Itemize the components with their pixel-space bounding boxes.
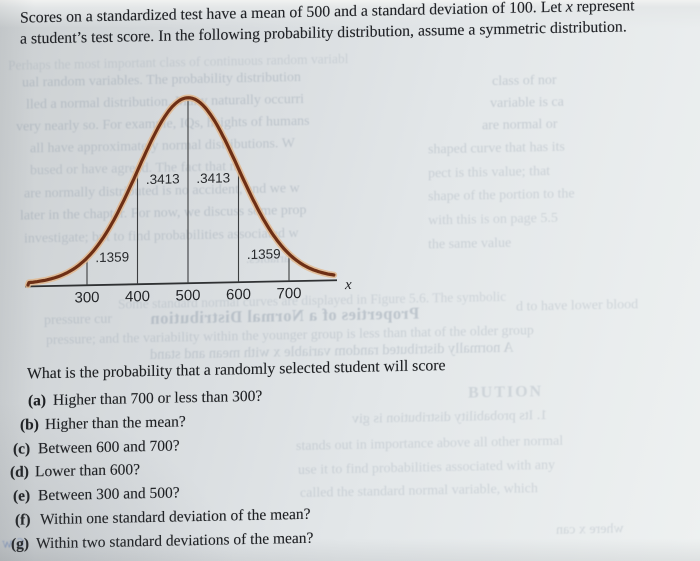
question-item-label: (a) — [28, 392, 47, 410]
question-item-text: Between 300 and 500? — [38, 484, 180, 505]
variable-x: x — [565, 0, 573, 16]
problem-line1-end: represent — [572, 0, 635, 16]
question-item-text: Higher than the mean? — [45, 413, 186, 433]
question-item-label: (f) — [15, 511, 31, 529]
question-intro: What is the probability that a randomly … — [27, 357, 446, 383]
ghost-text: shape of the portion to the — [428, 186, 575, 205]
question-block: What is the probability that a randomly … — [0, 353, 660, 560]
region-probability-label: .3413 — [196, 170, 230, 186]
question-item-text: Higher than 700 or less than 300? — [53, 387, 263, 409]
region-probability-label: .1359 — [247, 246, 281, 262]
question-item-text: Lower than 600? — [35, 461, 141, 481]
normal-curve — [26, 96, 336, 287]
question-item-label: (b) — [20, 416, 39, 434]
tick-label-700: 700 — [276, 285, 301, 303]
tick-label-600: 600 — [226, 286, 251, 304]
region-probability-label: .3413 — [146, 171, 180, 187]
x-axis-label: x — [344, 277, 352, 293]
question-item-text: Between 600 and 700? — [38, 436, 180, 457]
question-item-label: (e) — [13, 487, 31, 505]
ghost-text: shaped curve that has its — [428, 139, 565, 158]
ghost-text: class of nor — [492, 72, 557, 90]
normal-curve-halo — [24, 94, 338, 289]
distribution-chart: .1359 .3413 .3413 .1359 300 400 500 600 700 x — [24, 94, 352, 307]
question-item-label: (g) — [11, 535, 30, 553]
ghost-text: with this is on page 5.5 — [428, 210, 558, 229]
tick-label-400: 400 — [125, 288, 150, 306]
ghost-text: Perhaps the most important class of cont… — [8, 51, 349, 73]
ghost-text: pressure; and the variability within the… — [46, 322, 534, 348]
question-item-label: (d) — [10, 463, 29, 482]
x-axis — [25, 279, 337, 288]
tick-label-500: 500 — [175, 287, 200, 305]
question-item-label: (c) — [13, 439, 31, 458]
ghost-text: pect is this value; that — [428, 163, 551, 182]
ghost-text: the same value — [428, 235, 512, 253]
problem-statement: Scores on a standardized test have a mea… — [20, 0, 692, 50]
region-probability-label: .1359 — [95, 249, 129, 265]
ghost-text: are normal or — [482, 116, 558, 134]
ghost-text: d to have lower blood — [516, 297, 639, 315]
tick-label-300: 300 — [74, 289, 99, 307]
ghost-text: variable is ca — [490, 94, 564, 112]
